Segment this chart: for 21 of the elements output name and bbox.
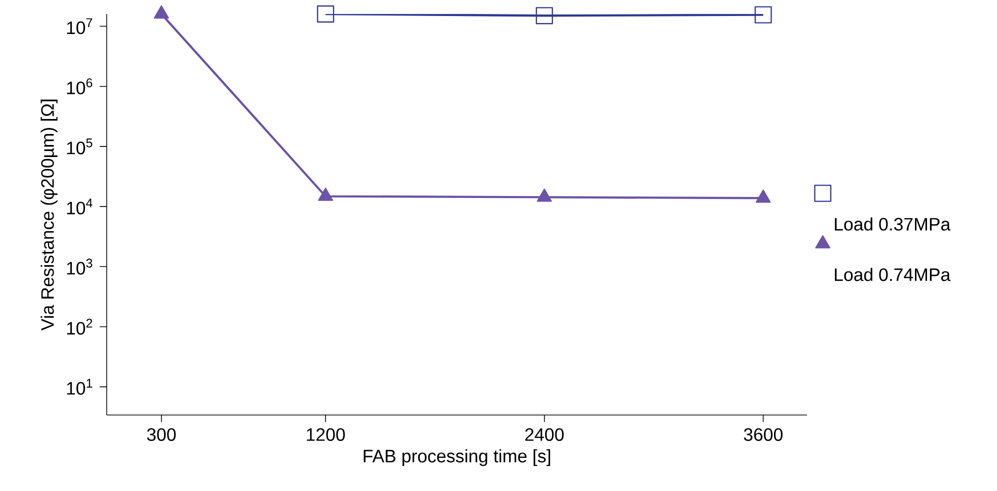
point [756, 190, 771, 203]
x-tick-label: 2400 [525, 428, 564, 441]
x-tick-label: 3600 [744, 428, 783, 441]
point [536, 188, 552, 202]
y-tick-label: 10$^{3}$ [67, 258, 92, 275]
y-axis-title: Via Resistance (φ200µm) [Ω] [40, 100, 58, 331]
point [754, 6, 772, 24]
y-tick-label: 10$^{7}$ [67, 18, 92, 34]
point [536, 7, 553, 24]
y-tick-label: 10$^{2}$ [67, 318, 92, 335]
legend-label: Load 0.74MPa [834, 268, 950, 282]
y-tick-label: 10$^{6}$ [67, 78, 92, 94]
x-tick-label: 300 [147, 428, 176, 441]
x-tick-label: 1200 [306, 428, 345, 441]
point [316, 5, 334, 23]
x-axis-title: FAB processing time [s] [364, 449, 550, 466]
legend-label: Load 0.37MPa [834, 217, 950, 231]
y-tick-label: 10$^{4}$ [67, 198, 92, 214]
y-tick-label: 10$^{5}$ [67, 138, 92, 154]
y-tick-label: 10$^{1}$ [67, 378, 92, 395]
point [318, 188, 334, 201]
